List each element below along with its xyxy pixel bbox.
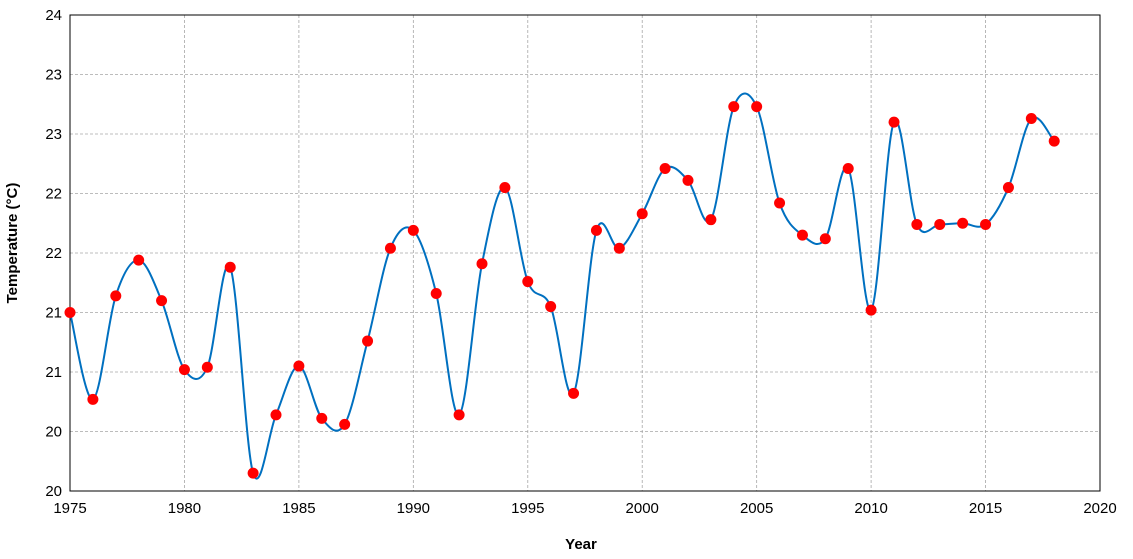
grid-lines <box>70 15 1100 491</box>
temperature-line <box>69 92 1056 480</box>
x-tick-label: 2015 <box>969 500 1002 517</box>
data-point <box>64 307 76 318</box>
x-tick-label: 1980 <box>168 500 201 517</box>
x-tick-label: 1975 <box>53 500 86 517</box>
x-tick-label: 2000 <box>626 500 659 517</box>
x-tick-label: 1995 <box>511 500 544 517</box>
x-tick-label: 2005 <box>740 500 773 517</box>
data-point <box>636 208 648 220</box>
data-point <box>865 304 877 316</box>
data-point <box>339 418 351 430</box>
y-tick-label: 21 <box>45 364 62 381</box>
y-tick-label: 22 <box>45 245 62 262</box>
data-point <box>980 218 992 230</box>
data-point <box>87 393 99 405</box>
data-point <box>1048 135 1060 147</box>
data-point <box>888 116 900 128</box>
y-axis-title: Temperature (°C) <box>4 183 21 304</box>
y-tick-label: 23 <box>45 67 62 84</box>
data-point <box>590 224 602 236</box>
x-tick-labels: 1975 1980 1985 1990 1995 2000 2005 2010 2015 2020 <box>53 500 1116 517</box>
data-point <box>110 290 122 302</box>
data-point <box>659 163 671 175</box>
data-point <box>842 163 854 175</box>
data-point <box>545 301 557 313</box>
data-point <box>384 242 396 254</box>
y-tick-label: 20 <box>45 483 62 500</box>
data-point <box>453 409 465 421</box>
data-point <box>224 261 236 273</box>
data-point <box>957 217 969 229</box>
data-point <box>407 224 419 236</box>
y-tick-label: 24 <box>45 7 62 24</box>
data-point <box>682 174 694 186</box>
data-point <box>819 233 831 245</box>
y-tick-label: 20 <box>45 424 62 441</box>
data-point <box>499 182 511 194</box>
data-point <box>522 276 534 288</box>
data-point <box>568 387 580 399</box>
plot-frame <box>69 14 1101 492</box>
data-point <box>430 287 442 299</box>
data-point <box>316 412 328 424</box>
data-point <box>133 254 145 266</box>
data-markers <box>64 101 1060 479</box>
data-point <box>247 467 259 479</box>
data-point <box>270 409 282 421</box>
data-point <box>751 101 763 113</box>
y-tick-label: 22 <box>45 186 62 203</box>
y-tick-label: 21 <box>45 305 62 322</box>
x-tick-label: 2010 <box>854 500 887 517</box>
y-tick-labels: 20 20 21 21 22 22 23 23 24 <box>45 7 62 500</box>
data-point <box>774 197 786 209</box>
data-point <box>705 214 717 226</box>
x-tick-label: 2020 <box>1083 500 1116 517</box>
data-point <box>911 218 923 230</box>
data-point <box>613 242 625 254</box>
data-point <box>362 335 374 347</box>
data-point <box>293 360 305 372</box>
x-tick-label: 1985 <box>282 500 315 517</box>
data-point <box>201 361 213 373</box>
data-point <box>1025 113 1037 125</box>
data-point <box>1002 182 1014 194</box>
data-point <box>796 229 808 241</box>
data-point <box>728 101 740 113</box>
data-point <box>178 364 190 376</box>
data-point <box>156 295 168 307</box>
x-axis-title: Year <box>565 536 597 553</box>
data-point <box>476 258 488 270</box>
y-tick-label: 23 <box>45 126 62 143</box>
data-point <box>934 218 946 230</box>
x-tick-label: 1990 <box>397 500 430 517</box>
